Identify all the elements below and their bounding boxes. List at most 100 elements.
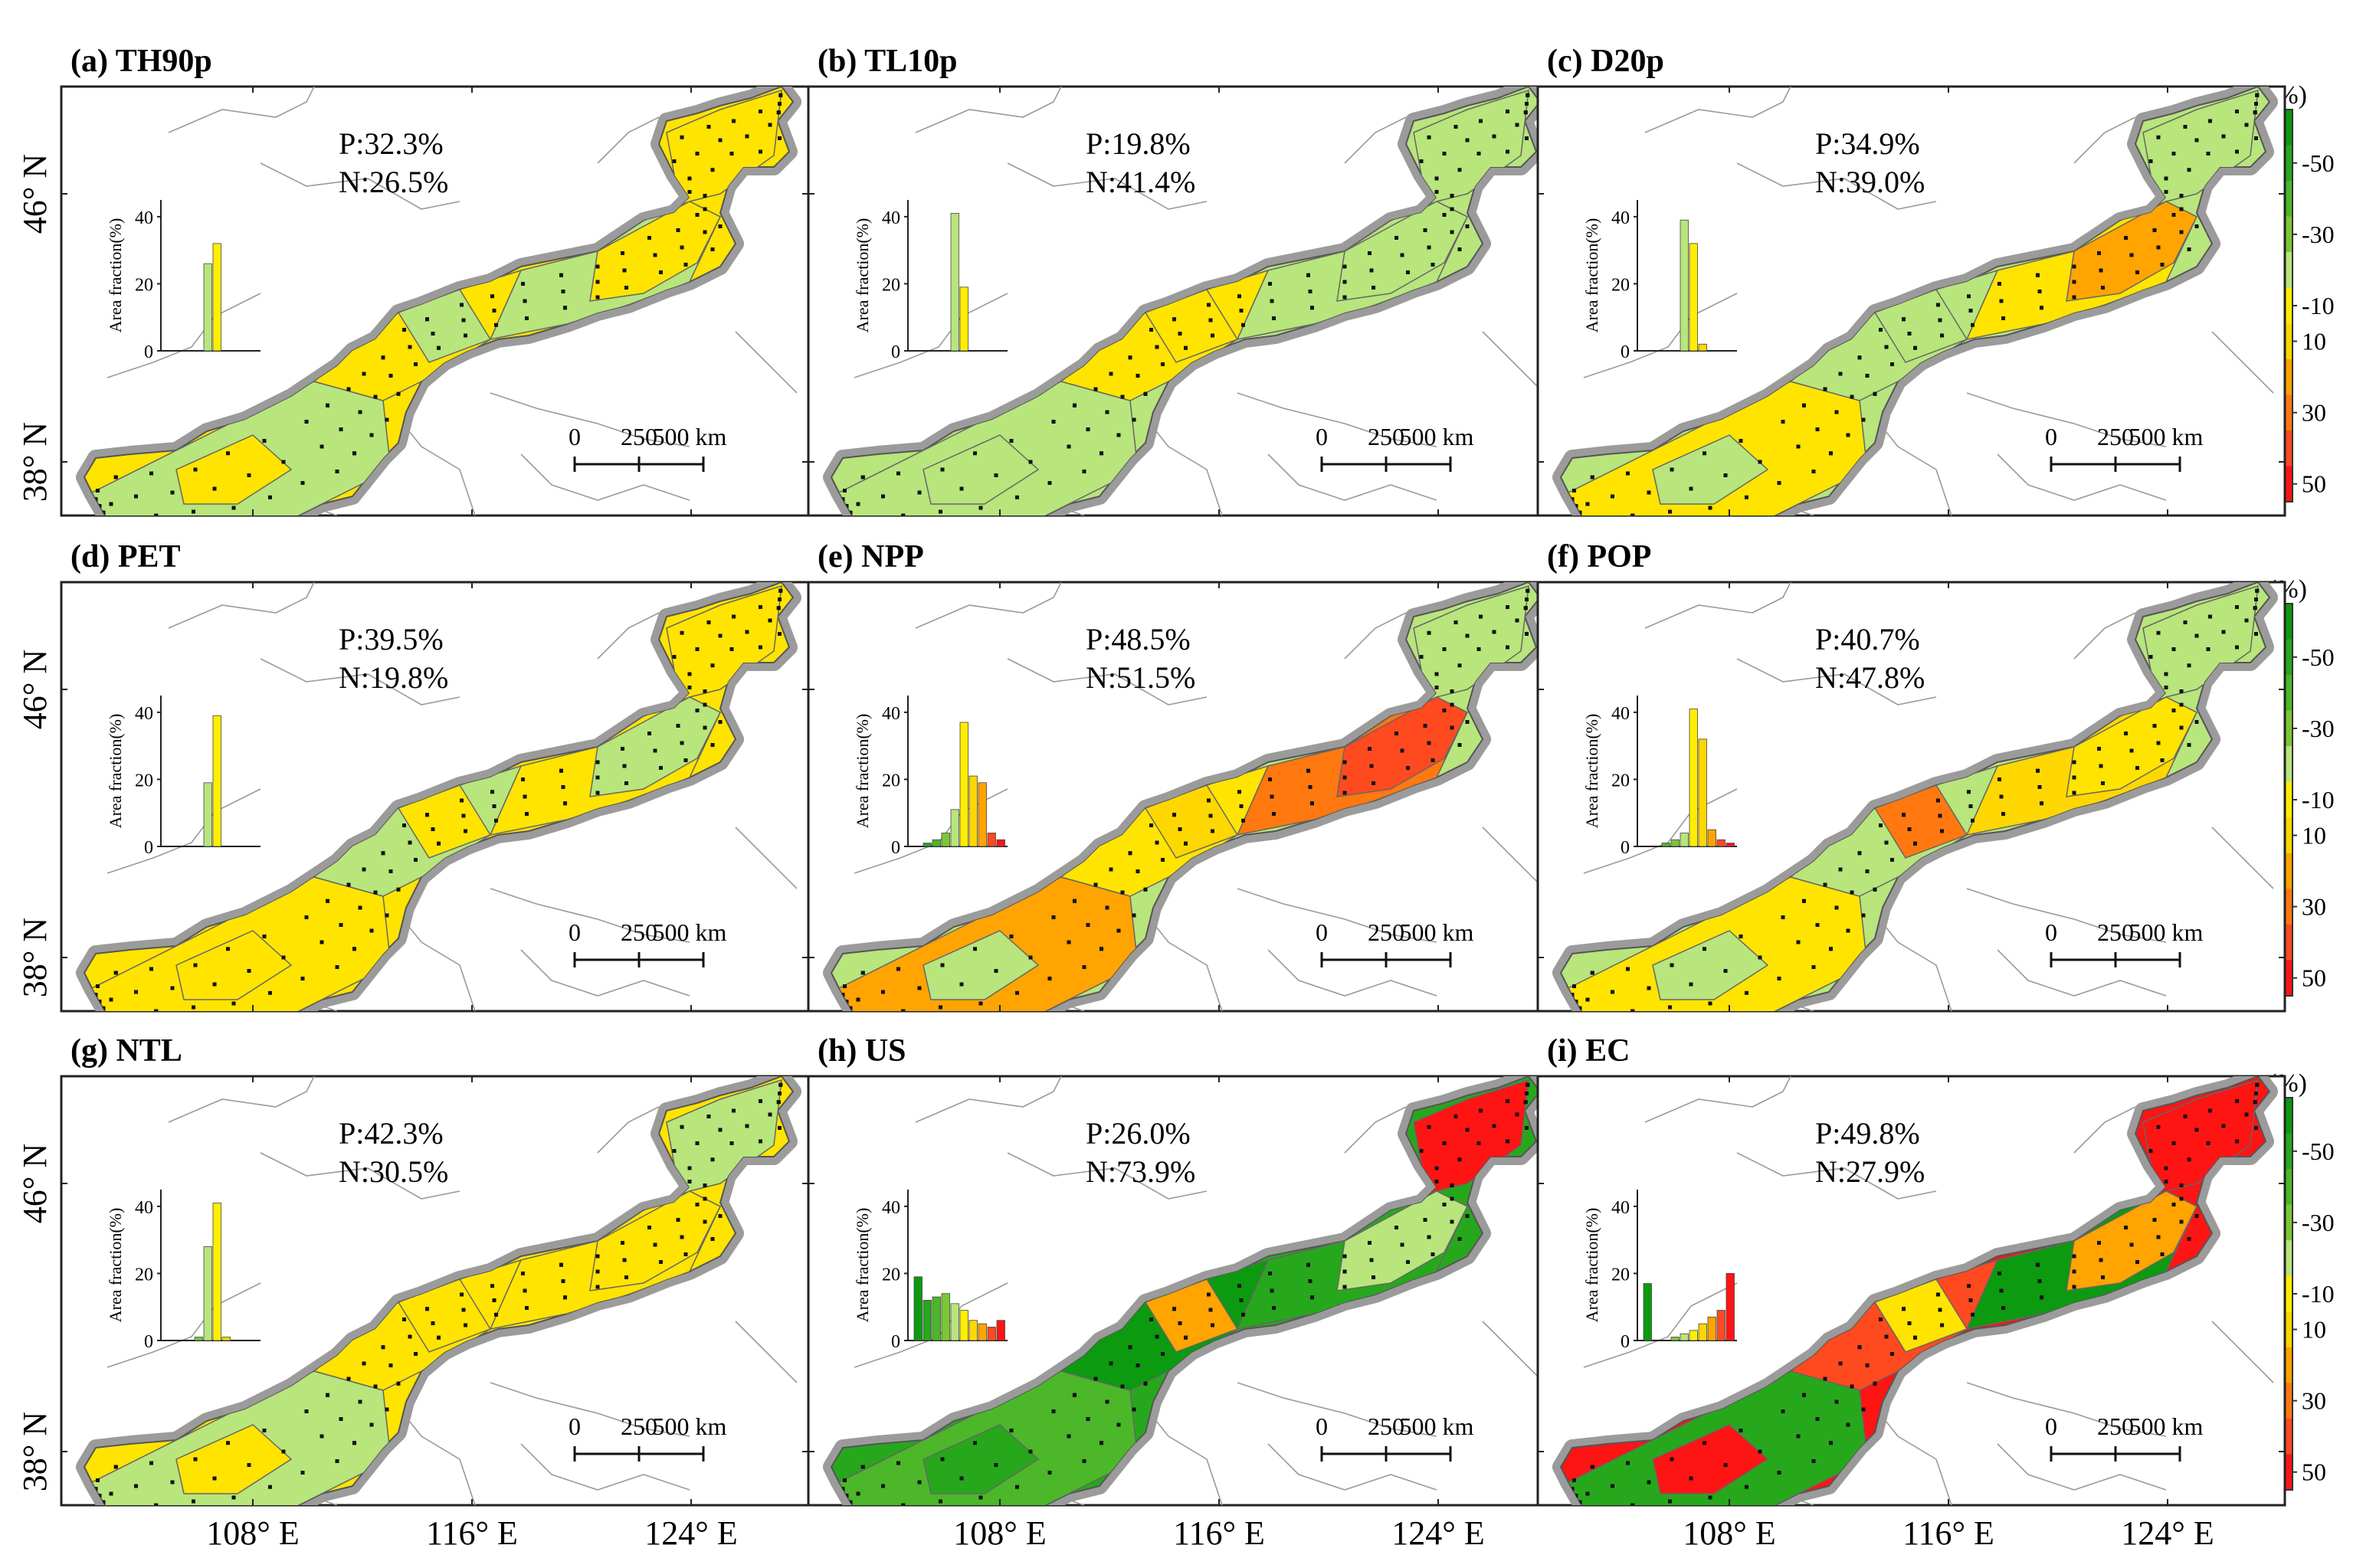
background-boundary: [107, 1282, 261, 1368]
inset-bar: [913, 1276, 923, 1341]
longitude-label: 108° E: [1683, 1514, 1775, 1552]
significance-dot: [1116, 1422, 1121, 1427]
significance-dot: [1630, 1009, 1635, 1011]
inset-bar: [1725, 843, 1735, 847]
inset-bar: [1661, 843, 1670, 847]
significance-dot: [1739, 439, 1743, 443]
significance-dot: [703, 1196, 707, 1201]
background-boundary: [915, 1076, 1062, 1123]
inset-bar: [950, 1303, 959, 1341]
significance-dot: [1647, 1480, 1651, 1485]
significance-dot: [1450, 725, 1454, 730]
significance-dot: [1879, 1318, 1883, 1321]
significance-dot: [1829, 1441, 1833, 1445]
significance-dot: [2171, 152, 2176, 155]
significance-dot: [1815, 1417, 1820, 1421]
significance-dot: [2206, 152, 2210, 155]
significance-dot: [1272, 812, 1276, 816]
significance-dot: [1585, 997, 1590, 1002]
significance-dot: [1585, 502, 1590, 506]
scale-bar-label: 0: [2045, 918, 2057, 946]
background-boundary: [490, 888, 690, 943]
significance-dot: [759, 110, 762, 113]
scale-bar-label: 0: [1316, 1413, 1328, 1440]
significance-dot: [1342, 791, 1347, 795]
significance-dot: [437, 1335, 441, 1340]
significance-dot: [2036, 768, 2040, 773]
significance-dot: [1570, 993, 1575, 997]
significance-dot: [559, 768, 563, 773]
significance-dot: [1270, 794, 1274, 799]
longitude-label: 124° E: [644, 1514, 737, 1552]
significance-dot: [521, 1272, 525, 1275]
significance-dot: [703, 207, 707, 211]
significance-dot: [732, 1108, 736, 1113]
inset-bar: [1680, 1333, 1689, 1341]
significance-dot: [521, 777, 525, 781]
significance-dot: [768, 618, 772, 623]
significance-dot: [1689, 486, 1693, 491]
significance-dot: [1155, 840, 1159, 845]
significance-dot: [1723, 473, 1728, 477]
significance-dot: [1884, 345, 1889, 349]
significance-dot: [494, 1312, 498, 1317]
significance-dot: [718, 138, 723, 142]
region-subunit: [175, 434, 293, 505]
significance-dot: [1884, 1334, 1889, 1339]
legend-tick-label: -10: [2302, 1280, 2335, 1308]
significance-dot: [2072, 280, 2076, 284]
significance-dot: [425, 317, 429, 322]
significance-dot: [2036, 273, 2040, 277]
significance-dot: [402, 823, 406, 827]
significance-dot: [778, 1092, 782, 1095]
significance-dot: [2156, 245, 2161, 250]
background-boundary: [915, 87, 1062, 133]
significance-dot: [745, 134, 749, 139]
significance-dot: [1861, 1407, 1866, 1412]
significance-dot: [1873, 391, 1877, 396]
map-content: [823, 87, 1548, 516]
significance-dot: [978, 1495, 983, 1500]
inset-y-tick-label: 40: [1611, 704, 1630, 724]
significance-dot: [2171, 1141, 2176, 1145]
inset-bar: [1689, 709, 1698, 847]
significance-dot: [776, 110, 781, 115]
significance-dot: [1670, 1457, 1674, 1462]
background-boundary: [1007, 658, 1208, 705]
significance-dot: [2221, 134, 2226, 139]
significance-dot: [1834, 1399, 1839, 1404]
significance-dot: [1476, 647, 1481, 651]
significance-dot: [561, 1279, 565, 1283]
inset-bar: [978, 782, 987, 847]
significance-dot: [2179, 702, 2184, 707]
significance-dot: [1884, 840, 1889, 845]
significance-dot: [1506, 110, 1509, 113]
region-subunit: [175, 930, 293, 1000]
map-panel-a: (a) TH90p P:32.3% N:26.5% 0 20 40 Area fractio…: [60, 44, 810, 517]
significance-dot: [281, 460, 286, 464]
significance-dot: [959, 1476, 964, 1481]
inset-y-tick-label: 20: [135, 275, 153, 295]
significance-dot: [109, 997, 113, 1002]
significance-dot: [2194, 1214, 2199, 1218]
significance-dot: [710, 743, 715, 747]
legend-tick-label: -50: [2302, 1138, 2335, 1165]
panel-title: (g) NTL: [70, 1033, 182, 1069]
background-boundary: [1644, 582, 1791, 629]
inset-bar: [1670, 839, 1680, 847]
significance-dot: [687, 190, 692, 194]
significance-dot: [226, 1441, 230, 1445]
significance-dot: [1109, 867, 1113, 872]
significance-dot: [326, 1393, 329, 1397]
significance-dot: [1913, 841, 1917, 846]
significance-dot: [2164, 1180, 2168, 1183]
negative-fraction-label: N:41.4%: [1086, 165, 1195, 199]
significance-dot: [1149, 823, 1153, 827]
significance-dot: [1047, 977, 1052, 980]
significance-dot: [2206, 1141, 2210, 1145]
region-subunit: [2066, 696, 2198, 797]
significance-dot: [369, 433, 374, 437]
significance-dot: [1120, 1384, 1125, 1389]
significance-dot: [703, 725, 707, 730]
